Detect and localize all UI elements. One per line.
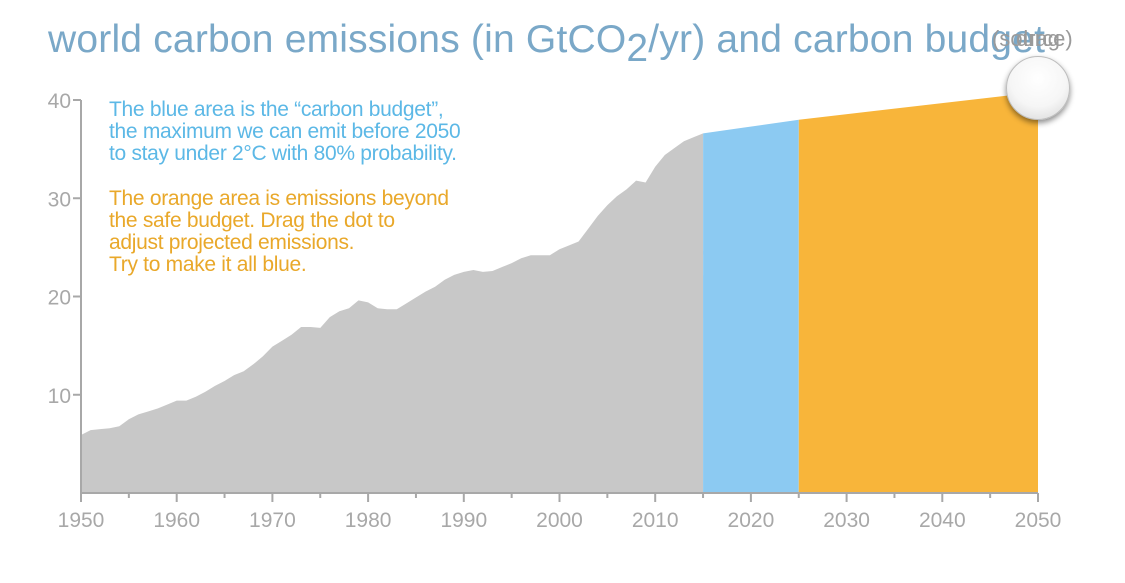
x-tick-label: 1970: [249, 509, 296, 532]
x-tick-label: 2020: [728, 509, 775, 532]
historical-emissions-area: [81, 133, 704, 493]
budget-note-line: the maximum we can emit before 2050: [109, 120, 461, 143]
chart-areas: [81, 92, 1038, 493]
x-tick-label: 2040: [919, 509, 966, 532]
x-tick-label: 2010: [632, 509, 679, 532]
chart-title-main: world carbon emissions (in GtCO: [48, 18, 627, 61]
x-tick-label: 2050: [1015, 509, 1062, 532]
beyond-note-line: The orange area is emissions beyond: [109, 187, 449, 210]
beyond-note-line: adjust projected emissions.: [109, 231, 355, 254]
x-tick-label: 1990: [440, 509, 487, 532]
drag-handle[interactable]: [1006, 56, 1070, 120]
carbon-budget-area: [703, 119, 799, 493]
x-tick-label: 1960: [153, 509, 200, 532]
y-tick-label: 10: [48, 385, 71, 408]
budget-note-line: to stay under 2°C with 80% probability.: [109, 142, 457, 165]
y-tick-label: 20: [48, 287, 71, 310]
beyond-budget-area: [798, 92, 1038, 493]
x-tick-label: 1950: [58, 509, 105, 532]
y-tick-label: 40: [48, 90, 71, 113]
beyond-note-line: Try to make it all blue.: [109, 253, 307, 276]
x-tick-label: 2000: [536, 509, 583, 532]
y-tick-label: 30: [48, 188, 71, 211]
x-tick-label: 2030: [823, 509, 870, 532]
beyond-note-line: the safe budget. Drag the dot to: [109, 209, 395, 232]
chart-title: world carbon emissions (in GtCO2/yr) and…: [48, 18, 1045, 71]
source-link[interactable]: (source): [992, 26, 1073, 51]
budget-note: The blue area is the “carbon budget”, th…: [109, 98, 461, 165]
chart-axes: 1950 1960 1970 1980 1990 2000 2010 2020 2030 2040…: [48, 90, 1062, 532]
chart-title-subscript: 2: [626, 27, 649, 70]
budget-note-line: The blue area is the “carbon budget”,: [109, 98, 444, 121]
beyond-note: The orange area is emissions beyond the …: [109, 188, 449, 276]
x-tick-label: 1980: [345, 509, 392, 532]
chart-title-suffix: /yr) and carbon budget: [648, 18, 1046, 61]
